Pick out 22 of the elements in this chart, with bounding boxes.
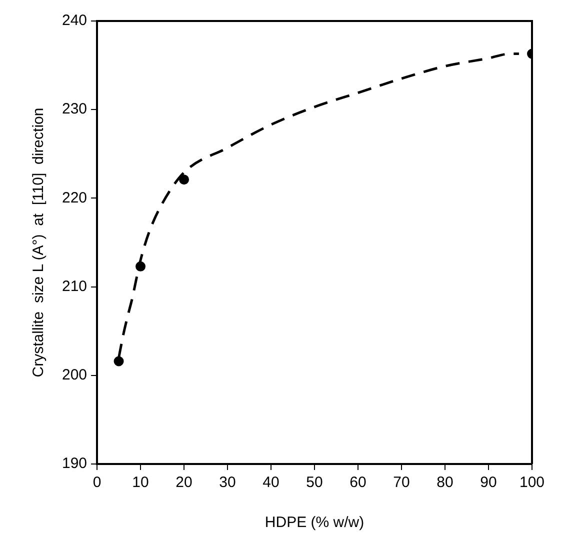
point [114, 356, 124, 366]
x-tick-label: 70 [393, 474, 410, 492]
x-axis-title: HDPE (% w/w) [264, 514, 364, 532]
x-tick-label: 40 [262, 474, 280, 492]
x-tick-label: 30 [219, 474, 236, 492]
x-tick-label: 0 [92, 474, 102, 492]
x-tick-label: 80 [436, 474, 454, 492]
y-axis-title: Crystallite size L (A°) at [110] direction [30, 108, 48, 378]
y-tick-label: 200 [62, 366, 88, 384]
x-tick-label: 10 [132, 474, 149, 492]
x-tick-label: 100 [519, 474, 545, 492]
y-tick-label: 230 [62, 100, 88, 118]
y-tick-label: 210 [62, 278, 88, 295]
x-tick-label: 90 [480, 474, 497, 492]
x-tick-label: 60 [350, 474, 366, 492]
point [136, 261, 146, 272]
x-tick-label: 20 [176, 474, 192, 492]
y-tick-label: 190 [62, 455, 88, 472]
point [179, 174, 190, 185]
x-tick-label: 50 [306, 474, 323, 492]
y-tick-label: 240 [62, 12, 88, 30]
y-tick-label: 220 [62, 189, 88, 206]
